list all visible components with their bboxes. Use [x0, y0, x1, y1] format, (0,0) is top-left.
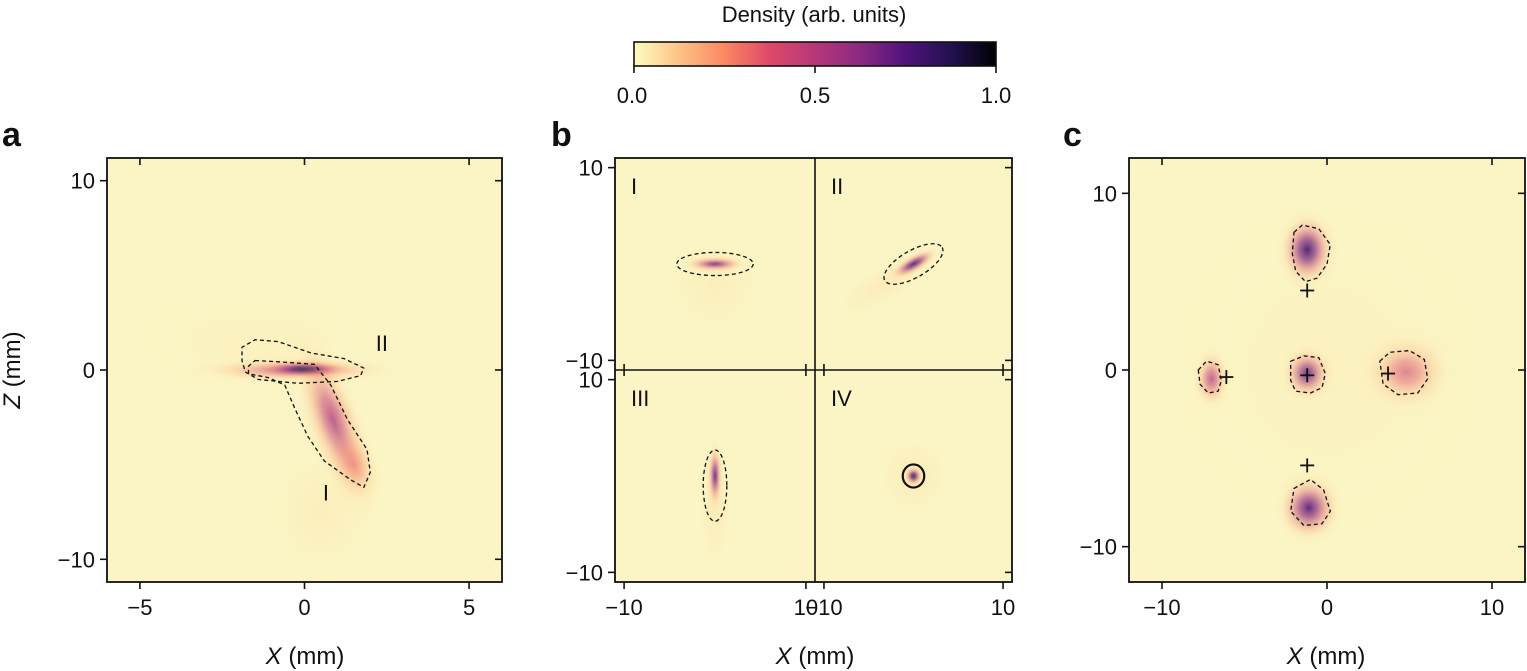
- y-tick-label: 10: [71, 169, 95, 194]
- x-tick-label: −10: [1143, 595, 1180, 620]
- panel-c-contour-3: [1379, 349, 1429, 396]
- x-tick-label: −10: [805, 595, 842, 620]
- y-tick-label: −10: [566, 560, 603, 585]
- panel-c-plus-marker: [1300, 283, 1315, 298]
- panel-a-xlabel: X (mm): [265, 643, 345, 670]
- panel-a-density-blob: [234, 407, 408, 582]
- y-tick-label: 10: [1093, 181, 1117, 206]
- y-tick-label: −10: [566, 348, 603, 373]
- panel-a-label-I: I: [323, 481, 329, 506]
- panel-c-density-blob: [1129, 158, 1525, 582]
- panel-c-xlabel: X (mm): [1286, 643, 1366, 670]
- colorbar-tick-label-0: 0.0: [617, 83, 648, 108]
- colorbar-gradient: [633, 41, 997, 67]
- y-tick-label: −10: [58, 547, 95, 572]
- y-tick-label: 10: [579, 368, 603, 393]
- panel-a-annotations: III: [323, 331, 388, 506]
- panel-c-plus-marker: [1219, 370, 1234, 385]
- panel-a-ylabel: Z (mm): [0, 331, 26, 409]
- panel-a-contour-1: [241, 339, 365, 384]
- y-tick-label: 10: [579, 156, 603, 181]
- x-tick-label: 0: [298, 595, 310, 620]
- x-tick-label: 10: [794, 595, 818, 620]
- colorbar: Density (arb. units) 0.0 0.5 1.0: [617, 2, 1012, 108]
- panel-c-contour-4: [1290, 478, 1331, 527]
- panel-c-plus-marker: [1300, 368, 1315, 383]
- panel-letter-c: c: [1063, 116, 1082, 154]
- panel-b-contour-IV: [901, 463, 926, 489]
- x-tick-label: −5: [127, 595, 152, 620]
- panel-b-xlabel: X (mm): [775, 643, 855, 670]
- panel-b-subpanel-label-I: I: [631, 174, 637, 199]
- panel-c-plus-marker: [1381, 366, 1396, 381]
- panel-a-contours: [241, 339, 371, 489]
- panel-b-subpanel-label-IV: IV: [831, 386, 852, 411]
- panel-b-subpanel-label-II: II: [831, 174, 843, 199]
- panel-a-heatmap: [107, 158, 502, 582]
- panel-c-plus-marker: [1300, 458, 1315, 473]
- panel-b-contours: [676, 243, 944, 522]
- panel-a-ticks: −5 0 5 −10 0 10: [58, 158, 502, 620]
- panel-b-contour-I: [676, 251, 754, 277]
- panel-c-contour-0: [1291, 224, 1331, 283]
- panel-b-IV-density-blob: [854, 412, 973, 540]
- colorbar-tick-label-1: 0.5: [800, 83, 831, 108]
- panel-c-contour-2: [1197, 360, 1223, 394]
- panel-b-contour-III: [702, 449, 728, 522]
- panel-b-III-density-blob: [685, 398, 745, 582]
- panel-c-contours: [1197, 224, 1429, 527]
- panel-b-heatmap: [615, 158, 1012, 582]
- y-tick-label: −10: [1080, 535, 1117, 560]
- y-tick-label: 0: [83, 358, 95, 383]
- panel-b-subpanel-label-III: III: [631, 386, 649, 411]
- panel-c-ticks: −10 0 10 −10 0 10: [1080, 158, 1525, 620]
- x-tick-label: −10: [605, 595, 642, 620]
- panel-b-I-density-blob: [635, 198, 795, 369]
- x-tick-label: 10: [991, 595, 1015, 620]
- panel-b-contour-II: [883, 243, 944, 285]
- y-tick-label: 0: [1105, 358, 1117, 383]
- x-tick-label: 5: [463, 595, 475, 620]
- x-tick-label: 10: [1480, 595, 1504, 620]
- panel-letter-b: b: [551, 116, 572, 154]
- colorbar-label: Density (arb. units): [722, 2, 907, 27]
- panel-c-markers: [1219, 283, 1396, 473]
- panel-letter-a: a: [2, 116, 22, 154]
- panel-c: −10 0 10 −10 0 10 X (mm): [1080, 157, 1526, 670]
- panel-a-label-II: II: [376, 331, 388, 356]
- colorbar-tick-label-2: 1.0: [981, 83, 1012, 108]
- panel-a-contour-0: [247, 359, 371, 489]
- panel-a-density-blob: [107, 266, 437, 417]
- x-tick-label: 0: [1321, 595, 1333, 620]
- panel-c-heatmap: [1129, 158, 1525, 582]
